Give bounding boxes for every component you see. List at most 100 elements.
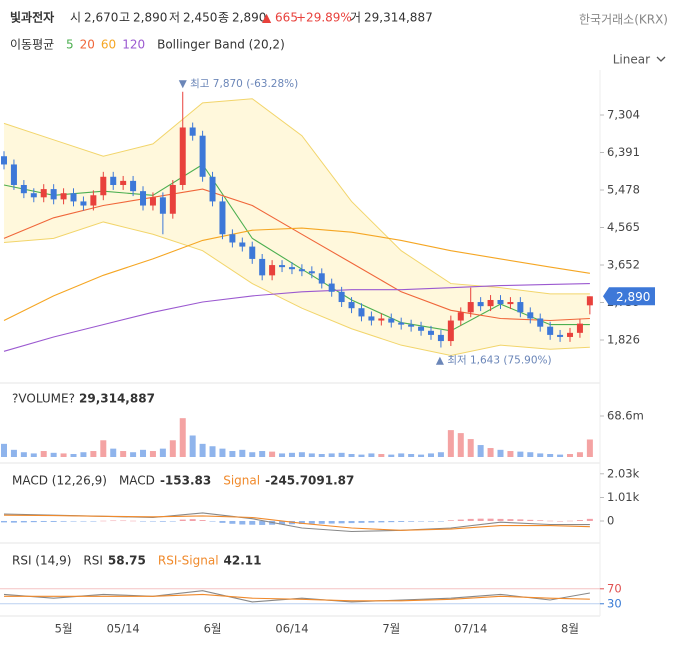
volume-bar [368,453,375,457]
volume-bar [249,452,256,457]
volume-bar [298,452,305,457]
volume-bar [110,448,117,457]
high-label: 고 [119,11,130,25]
histogram-bar [358,520,365,523]
candle-body [70,193,77,202]
candle-body [100,176,107,196]
volume-bar [527,452,534,457]
volume-bar [537,453,544,457]
legend-entry: Signal [223,474,260,488]
histogram-bar [437,520,444,522]
y-tick-label: 0 [607,513,614,527]
candle-body [437,334,444,342]
x-tick-label: 5월 [55,622,73,636]
candle-body [358,308,365,317]
volume-bar [60,453,67,457]
histogram-bar [557,520,564,522]
candle-body [80,201,87,206]
histogram-bar [239,520,246,525]
histogram-bar [70,520,77,522]
volume-bar [437,452,444,457]
candle-body [328,283,335,292]
candle-body [487,299,494,307]
volume-bar [259,451,266,457]
histogram-bar [467,518,474,521]
volume-bar [517,451,524,457]
histogram-bar [408,520,415,522]
candle-body [368,316,375,321]
volume-bar [328,453,335,457]
volume-bar [219,448,226,457]
candle-body [378,318,385,321]
y-tick-label: 70 [607,581,622,595]
candle-body [537,318,544,327]
candle-body [527,312,534,319]
legend-entry: 120 [122,38,145,52]
candle-body [388,318,395,323]
histogram-bar [10,520,17,523]
histogram-bar [398,520,405,522]
histogram-bar [249,520,256,525]
candle-body [408,324,415,327]
volume-label: 거 [350,11,361,25]
histogram-bar [298,520,305,525]
candle-body [259,258,266,276]
histogram-bar [547,520,554,522]
volume-bar [199,443,206,457]
legend-entry: Bollinger Band (20,2) [157,38,285,52]
volume-bar [427,453,434,457]
volume-bar [279,453,286,457]
annotation: ▼ 최고 7,870 (-63.28%) [179,78,298,90]
histogram-bar [140,520,147,522]
candle-body [40,189,47,198]
volume-bar [398,453,405,457]
x-tick-label: 05/14 [107,622,140,636]
candle-body [507,302,514,305]
volume-bar [90,451,97,457]
dropdown-icon[interactable] [656,56,666,62]
volume-bar [318,454,325,457]
histogram-bar [418,520,425,522]
change-pct: +29.89% [296,11,352,25]
exchange: 한국거래소(KRX) [579,13,668,27]
band-upper [3,98,590,295]
close: 2,890 [232,11,266,25]
histogram-bar [328,520,335,524]
legend-entry: RSI [83,554,103,568]
candle-body [279,265,286,268]
histogram-bar [576,520,583,521]
candle-body [219,201,226,235]
y-tick-label: 30 [607,596,622,610]
histogram-bar [80,520,87,522]
volume-bar [487,448,494,457]
candle-body [199,135,206,177]
histogram-bar [20,520,27,523]
volume-bar [308,453,315,457]
ma-title: 이동평균 [10,38,54,52]
volume-bar [169,440,176,457]
price-badge-label: 2,890 [616,290,650,304]
histogram-bar [507,519,514,521]
candle-body [288,267,295,270]
histogram-bar [318,520,325,524]
volume-bar [358,454,365,457]
volume-bar [477,445,484,457]
legend-entry: 60 [101,38,116,52]
y-tick-label: 1.01k [607,490,640,504]
scale-selector[interactable]: Linear [613,53,650,67]
band-lower [3,221,590,356]
candle-body [427,330,434,335]
legend-entry: 20 [80,38,95,52]
candle-body [269,265,276,276]
histogram-bar [527,519,534,521]
volume-bar [418,454,425,457]
histogram-bar [388,520,395,523]
y-tick-label: 68.6m [607,409,644,423]
volume-bar [239,449,246,457]
histogram-bar [487,518,494,521]
panel-title: ?VOLUME? [12,392,75,406]
histogram-bar [348,520,355,524]
volume-bar [547,454,554,457]
candle-body [447,320,454,342]
candle-body [298,269,305,272]
